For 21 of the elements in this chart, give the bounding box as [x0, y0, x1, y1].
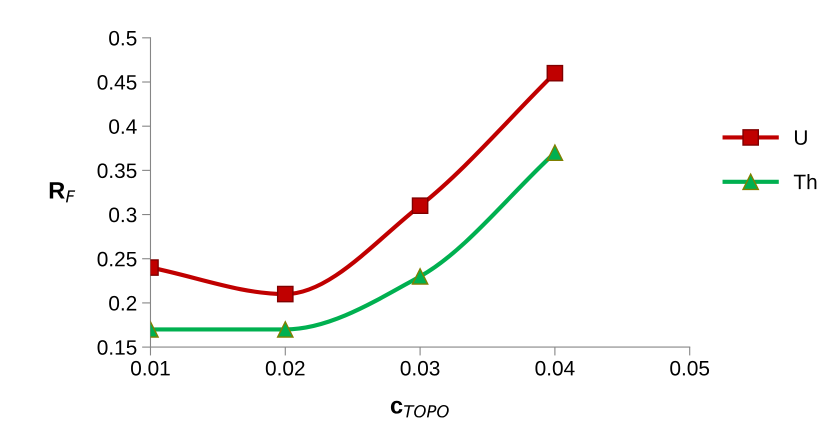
point: [412, 197, 428, 214]
legend-label: U: [794, 130, 807, 145]
point: [546, 144, 564, 162]
x-tick-label: 0.03: [400, 360, 440, 376]
y-tick-label: 0.45: [98, 75, 136, 90]
point: [546, 64, 564, 82]
y-tick-label: 0.3: [109, 208, 136, 222]
legend-label: Th: [794, 174, 816, 190]
x-tick-label: 0.01: [131, 360, 170, 376]
x-tick-label: 0.02: [266, 360, 305, 376]
y-tick-label: 0.4: [109, 119, 137, 134]
y-tick-label: 0.35: [98, 163, 136, 178]
x-tick-label: 0.04: [535, 360, 575, 376]
x-axis-title: c$_{TOPO}$: [390, 400, 449, 418]
y-tick-label: 0.5: [109, 30, 136, 46]
point: [412, 268, 428, 285]
y-tick-label: 0.2: [109, 296, 136, 311]
y-tick-label: 0.15: [98, 340, 136, 355]
x-tick-label: 0.05: [670, 360, 710, 376]
y-tick-label: 0.25: [98, 252, 136, 266]
y-axis-title: R$_{F}$: [50, 182, 76, 202]
